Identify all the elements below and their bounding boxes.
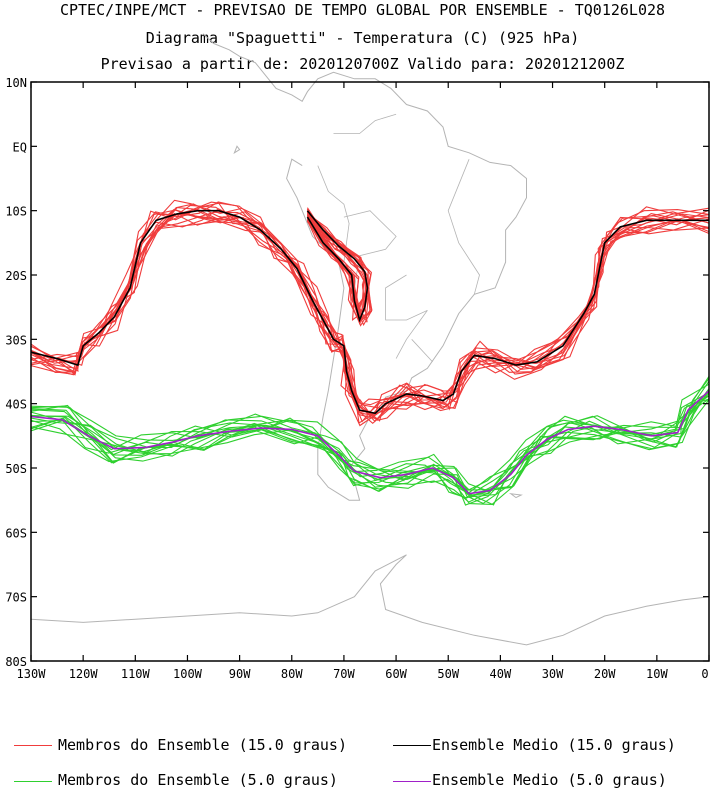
y-tick-label: EQ xyxy=(13,140,27,154)
legend-label-members-5: Membros do Ensemble (5.0 graus) xyxy=(58,771,338,789)
x-tick-label: 130W xyxy=(17,667,47,681)
ensemble-members xyxy=(30,199,710,506)
ensemble-member-line xyxy=(30,375,710,491)
country-border-1 xyxy=(385,274,428,321)
antarctica-coast xyxy=(30,554,710,646)
y-tick-label: 40S xyxy=(5,398,27,412)
country-border-3 xyxy=(411,339,433,363)
x-tick-label: 70W xyxy=(333,667,355,681)
ensemble-member-line xyxy=(306,210,370,321)
ensemble-means xyxy=(30,209,710,495)
legend-label-mean-5: Ensemble Medio (5.0 graus) xyxy=(432,771,667,789)
ensemble-mean-line xyxy=(306,210,369,323)
legend-line-mean-15 xyxy=(393,745,431,746)
y-tick-label: 30S xyxy=(5,333,27,347)
chart-forecast-dates: Previsao a partir de: 2020120700Z Valido… xyxy=(100,55,625,73)
legend-label-members-15: Membros do Ensemble (15.0 graus) xyxy=(58,736,347,754)
y-tick-label: 50S xyxy=(5,462,27,476)
ensemble-mean-line xyxy=(30,209,709,415)
ensemble-member-line xyxy=(306,212,366,325)
ensemble-member-line xyxy=(30,395,710,496)
chart-subtitle: Diagrama "Spaguetti" - Temperatura (C) (… xyxy=(145,29,580,47)
x-tick-label: 10W xyxy=(646,667,668,681)
x-tick-label: 50W xyxy=(437,667,459,681)
country-border-6 xyxy=(395,310,428,359)
y-tick-label: 80S xyxy=(5,655,27,669)
ensemble-member-line xyxy=(30,216,710,413)
chart-axes: 130W 120W 110W 100W 90W 80W 70W 60W 50W 40W 30W 20W… xyxy=(5,76,710,681)
x-tick-label: 60W xyxy=(385,667,407,681)
legend-label-mean-15: Ensemble Medio (15.0 graus) xyxy=(432,736,676,754)
ensemble-member-line xyxy=(30,388,710,505)
x-tick-label: 120W xyxy=(69,667,99,681)
y-tick-label: 70S xyxy=(5,591,27,605)
legend-line-members-5 xyxy=(14,781,52,782)
country-border-4 xyxy=(333,113,397,134)
country-border-0 xyxy=(317,165,350,263)
x-tick-label: 20W xyxy=(594,667,616,681)
ensemble-member-line xyxy=(30,399,710,505)
island-coast-1 xyxy=(508,492,523,499)
y-tick-label: 10N xyxy=(5,76,27,90)
ensemble-member-line xyxy=(30,383,710,496)
south-america-coast xyxy=(202,33,527,501)
ensemble-member-line xyxy=(30,201,710,417)
x-tick-label: 0 xyxy=(701,667,708,681)
ensemble-mean-line xyxy=(30,390,710,495)
x-tick-label: 90W xyxy=(229,667,251,681)
plot-frame xyxy=(30,81,710,662)
y-tick-label: 60S xyxy=(5,526,27,540)
chart-title: CPTEC/INPE/MCT - PREVISAO DE TEMPO GLOBA… xyxy=(59,1,666,19)
x-tick-label: 40W xyxy=(490,667,512,681)
ensemble-member-line xyxy=(30,395,710,492)
x-tick-label: 80W xyxy=(281,667,303,681)
ensemble-member-line xyxy=(306,207,372,320)
legend-line-mean-5 xyxy=(393,781,431,782)
x-tick-label: 100W xyxy=(173,667,203,681)
x-tick-label: 30W xyxy=(542,667,564,681)
x-tick-label: 110W xyxy=(121,667,151,681)
ensemble-member-line xyxy=(30,392,710,491)
legend-line-members-15 xyxy=(14,745,52,746)
y-tick-label: 10S xyxy=(5,205,27,219)
y-tick-label: 20S xyxy=(5,269,27,283)
ensemble-member-line xyxy=(306,210,371,327)
country-border-5 xyxy=(447,159,480,295)
coastline-map xyxy=(30,33,710,646)
ensemble-member-line xyxy=(30,398,710,506)
island-coast-2 xyxy=(233,145,241,155)
ensemble-member-line xyxy=(30,392,710,506)
